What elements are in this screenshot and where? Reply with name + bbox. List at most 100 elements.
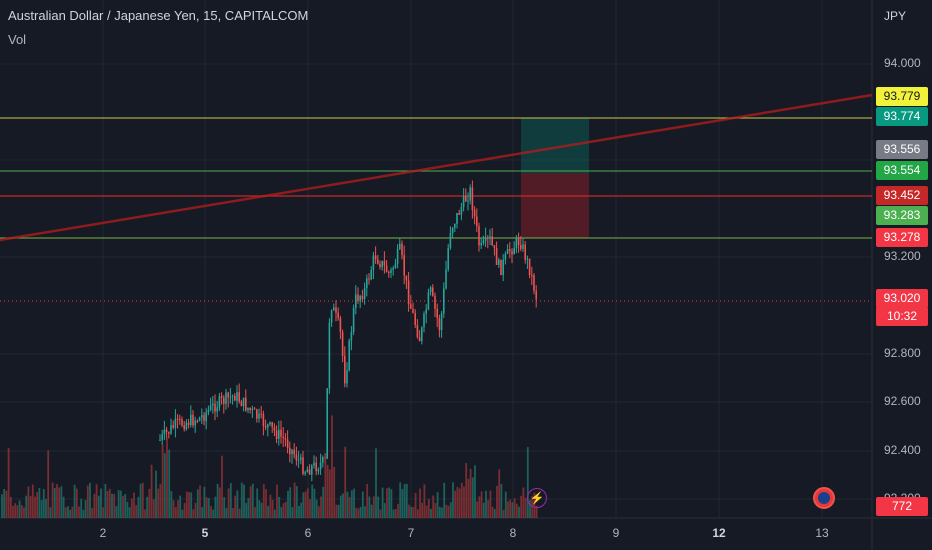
candle-body bbox=[377, 259, 379, 264]
volume-bar bbox=[339, 495, 342, 518]
volume-bar bbox=[291, 507, 294, 518]
volume-bar bbox=[284, 501, 287, 518]
volume-bar bbox=[152, 499, 155, 518]
volume-bar bbox=[40, 500, 43, 518]
volume-bar bbox=[361, 491, 364, 518]
volume-bar bbox=[104, 483, 107, 518]
volume-bar bbox=[496, 485, 498, 518]
candle-body bbox=[308, 469, 311, 475]
volume-indicator-label[interactable]: Vol bbox=[8, 32, 27, 47]
candle-body bbox=[432, 287, 434, 296]
candle-body bbox=[403, 255, 405, 276]
candle-body bbox=[495, 248, 498, 265]
volume-bar bbox=[333, 466, 336, 518]
volume-bar bbox=[412, 506, 415, 518]
volume-bar bbox=[342, 493, 344, 518]
volume-bar bbox=[392, 509, 395, 518]
x-axis-tick: 7 bbox=[407, 526, 415, 540]
volume-bar bbox=[276, 484, 278, 518]
volume-bar bbox=[185, 491, 188, 518]
volume-bar bbox=[47, 450, 50, 518]
candle-body bbox=[491, 236, 493, 246]
candle-body bbox=[289, 447, 291, 455]
candle-body bbox=[399, 243, 401, 250]
volume-bar bbox=[427, 499, 430, 518]
volume-bar bbox=[251, 483, 254, 518]
volume-bar bbox=[240, 482, 243, 518]
candle-body bbox=[520, 245, 522, 249]
volume-bar bbox=[405, 483, 408, 518]
volume-bar bbox=[93, 493, 96, 518]
candle-body bbox=[201, 415, 203, 418]
candle-body bbox=[172, 425, 174, 428]
candle-body bbox=[282, 436, 284, 438]
volume-bar bbox=[390, 489, 393, 518]
candle-body bbox=[410, 304, 412, 309]
candle-body bbox=[368, 278, 370, 280]
volume-bar bbox=[229, 483, 232, 518]
candle-body bbox=[240, 401, 243, 407]
candle-body bbox=[344, 355, 346, 384]
candle-body bbox=[429, 287, 432, 293]
volume-bar bbox=[69, 509, 72, 518]
volume-bar bbox=[183, 503, 186, 518]
candle-body bbox=[405, 275, 408, 281]
candle-body bbox=[337, 312, 339, 319]
volume-bar bbox=[482, 502, 485, 518]
volume-bar bbox=[443, 482, 446, 518]
candle-body bbox=[502, 259, 504, 275]
volume-bar bbox=[106, 491, 109, 518]
volume-bar bbox=[27, 486, 30, 518]
volume-bar bbox=[324, 453, 327, 518]
volume-bar bbox=[278, 496, 281, 518]
volume-bar bbox=[366, 483, 369, 518]
volume-bar bbox=[346, 491, 349, 518]
take-profit-zone bbox=[521, 118, 589, 173]
volume-bar bbox=[513, 498, 516, 518]
volume-bar bbox=[348, 496, 351, 518]
volume-bar bbox=[38, 487, 41, 518]
price-axis-label: 93.283 bbox=[876, 206, 928, 225]
volume-bar bbox=[34, 496, 36, 518]
volume-bar bbox=[58, 487, 61, 518]
volume-bar bbox=[487, 499, 490, 518]
candle-body bbox=[258, 413, 260, 419]
lightning-icon[interactable]: ⚡ bbox=[527, 488, 547, 508]
candle-body bbox=[515, 238, 518, 249]
candle-body bbox=[511, 251, 513, 255]
australia-flag-icon[interactable] bbox=[813, 487, 835, 509]
candle-body bbox=[192, 414, 194, 426]
candle-body bbox=[456, 212, 458, 224]
candle-body bbox=[260, 413, 262, 415]
volume-bar bbox=[31, 484, 34, 518]
price-axis-label: 93.452 bbox=[876, 186, 928, 205]
volume-bar bbox=[260, 502, 263, 518]
volume-bar bbox=[436, 492, 439, 518]
candle-body bbox=[526, 258, 529, 260]
volume-bar bbox=[60, 486, 63, 518]
volume-bar bbox=[469, 468, 472, 518]
volume-bar bbox=[179, 495, 182, 518]
volume-bar bbox=[309, 499, 311, 518]
volume-bar bbox=[302, 492, 305, 518]
volume-bar bbox=[498, 469, 501, 518]
volume-bar bbox=[159, 484, 162, 518]
volume-bar bbox=[485, 490, 487, 518]
candle-body bbox=[278, 429, 280, 439]
candle-body bbox=[414, 312, 416, 326]
candle-body bbox=[176, 418, 179, 420]
volume-bar bbox=[245, 502, 248, 518]
volume-bar bbox=[73, 484, 76, 518]
x-axis-tick: 5 bbox=[201, 526, 209, 540]
volume-bar bbox=[526, 447, 529, 518]
volume-bar bbox=[315, 499, 318, 518]
candle-body bbox=[467, 200, 469, 202]
candle-body bbox=[207, 410, 210, 413]
symbol-title[interactable]: Australian Dollar / Japanese Yen, 15, CA… bbox=[8, 8, 309, 23]
candle-body bbox=[370, 269, 372, 280]
volume-bar bbox=[317, 506, 320, 518]
volume-bar bbox=[89, 482, 91, 518]
candle-body bbox=[256, 409, 258, 419]
volume-bar bbox=[298, 505, 300, 518]
